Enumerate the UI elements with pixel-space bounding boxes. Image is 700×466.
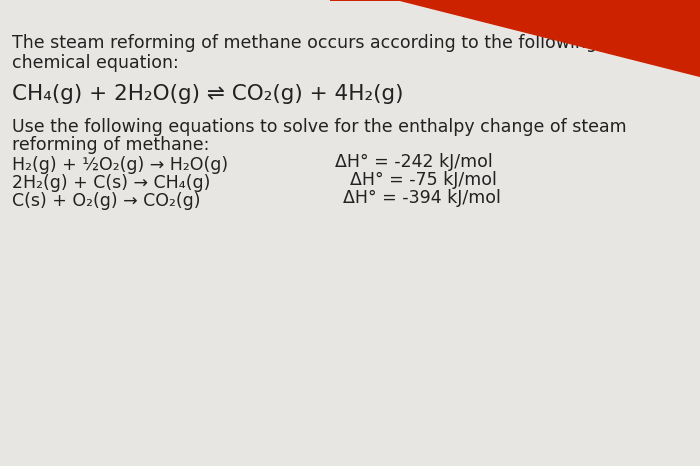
Text: 2H₂(g) + C(s) → CH₄(g): 2H₂(g) + C(s) → CH₄(g) <box>12 174 211 192</box>
Text: The steam reforming of methane occurs according to the following: The steam reforming of methane occurs ac… <box>12 34 597 52</box>
Text: ΔH° = -75 kJ/mol: ΔH° = -75 kJ/mol <box>350 171 497 189</box>
Polygon shape <box>330 0 700 46</box>
Text: Use the following equations to solve for the enthalpy change of steam: Use the following equations to solve for… <box>12 118 626 136</box>
Text: H₂(g) + ½O₂(g) → H₂O(g): H₂(g) + ½O₂(g) → H₂O(g) <box>12 156 228 174</box>
Text: ΔH° = -242 kJ/mol: ΔH° = -242 kJ/mol <box>335 153 493 171</box>
Text: C(s) + O₂(g) → CO₂(g): C(s) + O₂(g) → CO₂(g) <box>12 192 200 210</box>
Text: reforming of methane:: reforming of methane: <box>12 136 209 154</box>
Text: chemical equation:: chemical equation: <box>12 54 178 72</box>
Text: ΔH° = -394 kJ/mol: ΔH° = -394 kJ/mol <box>343 189 501 207</box>
Polygon shape <box>400 0 700 76</box>
Text: CH₄(g) + 2H₂O(g) ⇌ CO₂(g) + 4H₂(g): CH₄(g) + 2H₂O(g) ⇌ CO₂(g) + 4H₂(g) <box>12 84 403 104</box>
